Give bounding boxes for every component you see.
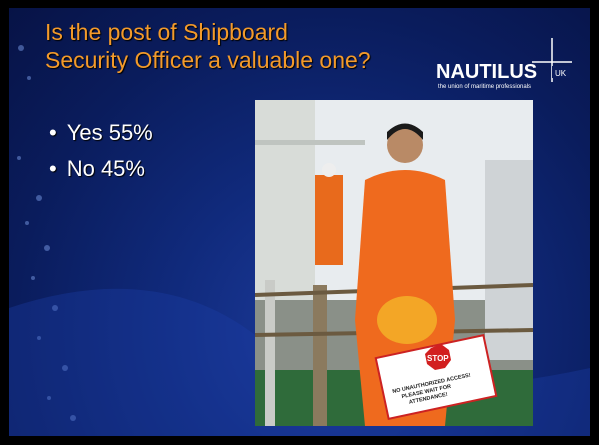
sign-title: STOP xyxy=(427,354,449,363)
bullet: No 45% xyxy=(49,156,145,182)
bullet: Yes 55% xyxy=(49,120,153,146)
logo-name: NAUTILUS xyxy=(436,61,537,83)
logo-badge: UK xyxy=(555,69,567,78)
logo-tagline: the union of maritime professionals xyxy=(438,84,531,90)
slide-title: Is the post of Shipboard Security Office… xyxy=(45,19,371,73)
logo: NAUTILUS UK the union of maritime profes… xyxy=(436,38,572,90)
photo: STOP NO UNAUTHORIZED ACCESS! PLEASE WAIT… xyxy=(255,100,533,426)
slide: Is the post of Shipboard Security Office… xyxy=(9,8,590,436)
